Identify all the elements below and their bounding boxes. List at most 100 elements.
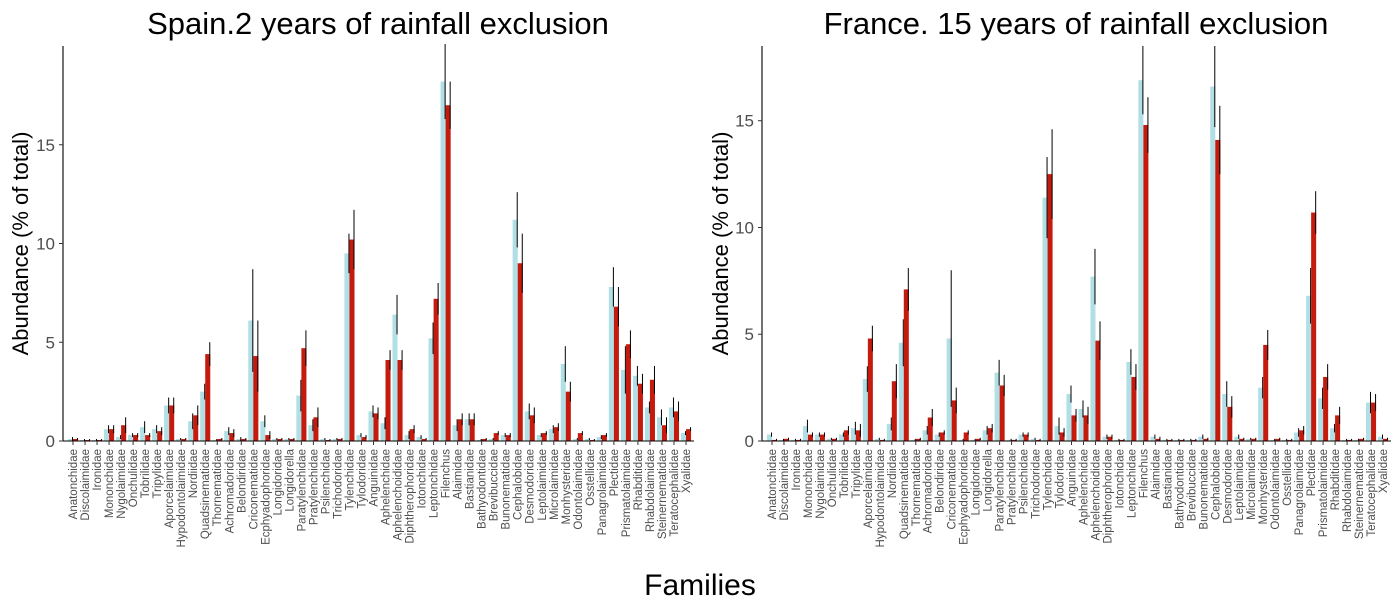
x-tick-label: Rhabditidae <box>1330 449 1342 510</box>
x-tick-label: Odontolaimidae <box>1270 449 1282 530</box>
x-tick-label: Brevibuccidae <box>1186 449 1198 521</box>
bar-control-brevibuccidae <box>488 439 494 441</box>
x-tick-label: Diphtherophoridae <box>405 449 417 544</box>
bar-control-longidorella <box>284 439 290 441</box>
bar-exclusion-tylenchidae <box>349 239 355 441</box>
bar-control-paratylenchidae <box>296 395 302 441</box>
x-tick-label: Bastianidae <box>1162 449 1174 509</box>
x-tick-label: Osstellidae <box>585 449 597 506</box>
bar-control-leptonchidae <box>1126 362 1132 441</box>
bar-exclusion-belondiridae <box>241 439 247 441</box>
bar-control-monhysteridae <box>560 363 566 441</box>
bar-control-teratocephalidae <box>1366 402 1372 441</box>
bar-exclusion-prismatolaimidae <box>1323 376 1329 441</box>
x-tick-label: Bathyodontidae <box>1174 449 1186 529</box>
x-tick-label: Belondiridae <box>236 449 248 513</box>
bar-exclusion-anguinidae <box>373 413 379 441</box>
bar-exclusion-diphtherophoridae <box>409 429 415 441</box>
bar-control-steinernematidae <box>656 417 662 441</box>
bar-exclusion-longidoridae <box>277 439 283 441</box>
x-tick-label: Cephalobidae <box>1210 449 1222 520</box>
x-tick-label: Tylodoridae <box>356 449 368 508</box>
x-tick-label: Thornematidae <box>911 449 923 526</box>
x-tick-label: Microlaimidae <box>1246 449 1258 520</box>
bar-control-alaimidae <box>452 425 458 441</box>
bar-control-rhabdolaimidae <box>644 407 650 441</box>
x-tick-label: Discolaimidae <box>80 449 92 521</box>
bar-control-anguinidae <box>368 411 374 442</box>
bar-exclusion-filenchus <box>445 105 451 441</box>
x-tick-label: Leptolaimidae <box>537 449 549 521</box>
bar-exclusion-criconematidae <box>951 400 957 441</box>
bar-control-anatonchidae <box>67 439 74 441</box>
bar-exclusion-microlaimidae <box>553 427 559 441</box>
bar-control-criconematidae <box>946 338 952 441</box>
bar-exclusion-longidorella <box>987 428 993 441</box>
bar-control-nordiidae <box>886 423 892 441</box>
bar-exclusion-prismatolaimidae <box>625 344 631 441</box>
bar-control-tobrilidae <box>838 434 844 441</box>
bar-exclusion-desmodoridae <box>1227 406 1233 441</box>
y-tick-label: 15 <box>36 136 55 155</box>
x-tick-label: Quadsinematidae <box>200 449 212 539</box>
bar-control-tylenchidae <box>344 253 350 442</box>
bar-exclusion-aphelenchoididae <box>397 360 403 441</box>
x-tick-label: Onchulidae <box>827 449 839 507</box>
bar-exclusion-teratocephalidae <box>1371 402 1377 441</box>
bar-control-tylenchidae <box>1042 197 1048 441</box>
bar-control-aporcelaimidae <box>164 405 170 441</box>
bar-control-nordiidae <box>188 421 194 441</box>
bar-control-hypodontolaimidae <box>874 438 880 441</box>
bar-exclusion-thornematidae <box>915 438 921 441</box>
bar-control-tylodoridae <box>1054 426 1060 441</box>
x-tick-label: Monhysteridae <box>561 449 573 524</box>
x-tick-label: Thornematidae <box>212 449 224 526</box>
bar-control-nygolaimidae <box>116 437 122 441</box>
bar-control-tobrilidae <box>140 427 146 441</box>
bar-exclusion-bunonematidae <box>505 435 511 441</box>
bar-exclusion-monhysteridae <box>565 391 571 442</box>
bar-exclusion-nordiidae <box>891 381 897 441</box>
x-tick-label: Leptolaimidae <box>1234 449 1246 521</box>
x-tick-label: Ironidae <box>92 449 104 491</box>
bar-control-alaimidae <box>1150 436 1156 441</box>
bar-control-bastianidae <box>464 419 470 441</box>
x-tick-label: Tobrilidae <box>140 449 152 498</box>
bar-exclusion-monhysteridae <box>1263 344 1269 441</box>
x-tick-label: Hypodontolaimidae <box>176 449 188 547</box>
bar-exclusion-teratocephalidae <box>673 411 680 442</box>
bar-control-aphelenchidae <box>380 423 386 441</box>
x-tick-label: Criconematidae <box>947 449 959 530</box>
bar-control-leptonchidae <box>428 338 434 441</box>
chart-title: Spain.2 years of rainfall exclusion <box>147 6 609 41</box>
bar-control-trichodoridae <box>332 439 338 441</box>
bar-exclusion-brevibuccidae <box>493 433 499 441</box>
bar-exclusion-cephalobidae <box>517 263 523 441</box>
x-tick-label: Tripylidae <box>152 449 164 498</box>
bar-exclusion-thornematidae <box>217 439 223 441</box>
x-tick-label: Leptonchidae <box>429 449 441 518</box>
x-tick-label: Prismatolaimidae <box>621 449 633 537</box>
x-tick-label: Rhabdolaimidae <box>1342 449 1354 532</box>
bar-exclusion-cephalobidae <box>1215 139 1221 441</box>
bar-exclusion-plectidae <box>613 306 619 441</box>
x-tick-label: Psilenchidae <box>320 449 332 514</box>
x-tick-label: Iotonchidae <box>417 449 429 508</box>
x-axis-label: Families <box>644 569 756 600</box>
bar-exclusion-trichodoridae <box>337 439 343 441</box>
bar-control-aphelenchidae <box>1078 408 1084 441</box>
x-tick-label: Teratocephalidae <box>1366 449 1378 537</box>
chart-title: France. 15 years of rainfall exclusion <box>824 6 1329 41</box>
x-tick-label: Monhysteridae <box>1258 449 1270 524</box>
x-tick-label: Nordiidae <box>188 449 200 498</box>
bar-exclusion-mononchidae <box>109 429 115 441</box>
x-tick-label: Plectidae <box>609 449 621 496</box>
bar-exclusion-filenchus <box>1143 125 1149 441</box>
bar-control-bunonematidae <box>1198 436 1204 441</box>
bar-exclusion-anatonchidae <box>73 439 79 441</box>
y-axis-label: Abundance (% of total) <box>8 132 33 356</box>
x-tick-label: Anatonchidae <box>767 449 779 519</box>
bar-exclusion-paratylenchidae <box>999 385 1005 441</box>
x-tick-label: Anguinidae <box>1067 449 1079 507</box>
